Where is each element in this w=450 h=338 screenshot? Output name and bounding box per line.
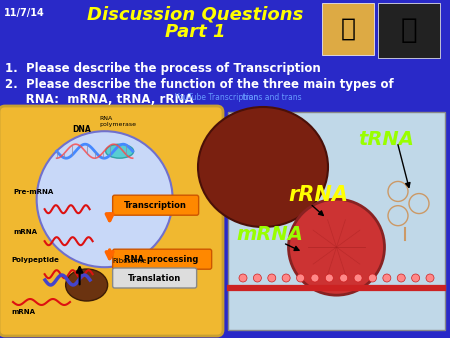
Text: YouTube Transcription: YouTube Transcription bbox=[175, 93, 258, 102]
Text: Transcription: Transcription bbox=[124, 201, 187, 210]
Text: mRNA: mRNA bbox=[13, 229, 37, 235]
Text: tRNA: tRNA bbox=[358, 130, 414, 149]
Text: RNA processing: RNA processing bbox=[125, 255, 199, 264]
Text: Discussion Questions: Discussion Questions bbox=[87, 5, 303, 23]
Circle shape bbox=[397, 274, 405, 282]
Text: 🦃: 🦃 bbox=[341, 17, 356, 41]
Text: RNA:  mRNA, tRNA, rRNA: RNA: mRNA, tRNA, rRNA bbox=[5, 93, 202, 106]
FancyBboxPatch shape bbox=[322, 3, 374, 55]
Circle shape bbox=[383, 274, 391, 282]
Circle shape bbox=[253, 274, 261, 282]
FancyBboxPatch shape bbox=[0, 106, 223, 336]
Circle shape bbox=[297, 274, 305, 282]
FancyBboxPatch shape bbox=[378, 3, 440, 58]
Text: Polypeptide: Polypeptide bbox=[11, 257, 59, 263]
Text: Translation: Translation bbox=[128, 274, 181, 283]
Text: 📱: 📱 bbox=[400, 16, 417, 44]
Text: 11/7/14: 11/7/14 bbox=[4, 8, 45, 18]
Circle shape bbox=[412, 274, 419, 282]
FancyBboxPatch shape bbox=[112, 195, 198, 215]
Text: Ribosome: Ribosome bbox=[112, 258, 147, 264]
Text: RNA
polymerase: RNA polymerase bbox=[99, 116, 137, 127]
Circle shape bbox=[282, 274, 290, 282]
FancyBboxPatch shape bbox=[112, 249, 212, 269]
Circle shape bbox=[311, 274, 319, 282]
FancyBboxPatch shape bbox=[228, 112, 445, 330]
FancyBboxPatch shape bbox=[112, 268, 197, 288]
Ellipse shape bbox=[106, 144, 134, 158]
Text: trans and trans: trans and trans bbox=[240, 93, 302, 102]
Text: 1.  Please describe the process of Transcription: 1. Please describe the process of Transc… bbox=[5, 62, 321, 75]
Circle shape bbox=[369, 274, 377, 282]
Text: 2.  Please describe the function of the three main types of: 2. Please describe the function of the t… bbox=[5, 78, 394, 91]
Ellipse shape bbox=[66, 269, 108, 301]
Circle shape bbox=[268, 274, 276, 282]
Circle shape bbox=[340, 274, 348, 282]
Text: Pre-mRNA: Pre-mRNA bbox=[13, 189, 53, 195]
Text: Part 1: Part 1 bbox=[165, 23, 225, 41]
Text: DNA: DNA bbox=[72, 125, 91, 134]
Circle shape bbox=[36, 131, 173, 267]
Text: mRNA: mRNA bbox=[236, 224, 303, 244]
Circle shape bbox=[354, 274, 362, 282]
Ellipse shape bbox=[198, 107, 328, 227]
Circle shape bbox=[239, 274, 247, 282]
Circle shape bbox=[288, 199, 384, 295]
Text: rRNA: rRNA bbox=[288, 185, 348, 205]
Circle shape bbox=[325, 274, 333, 282]
Circle shape bbox=[426, 274, 434, 282]
Text: mRNA: mRNA bbox=[11, 309, 35, 315]
